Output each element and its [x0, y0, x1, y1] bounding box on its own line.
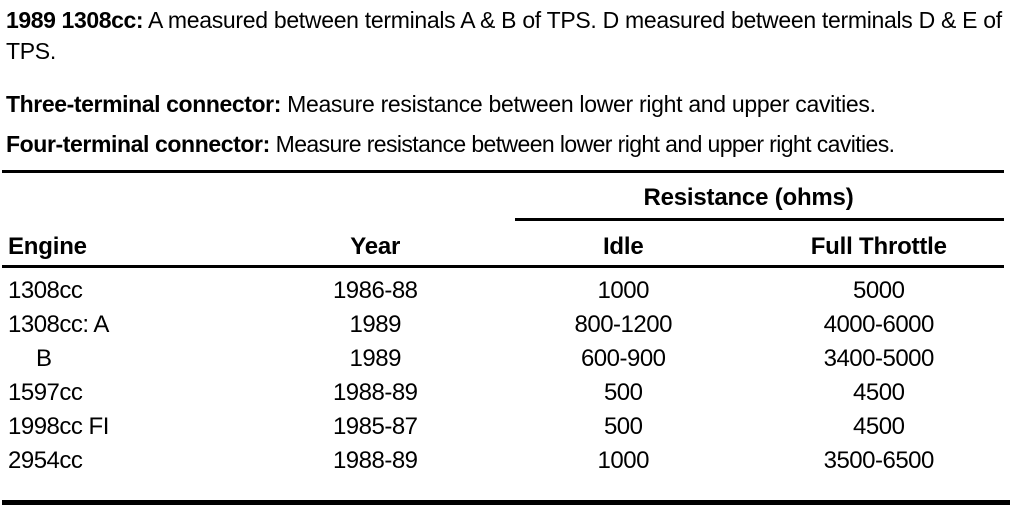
table-cell-engine: 1308cc: A	[8, 311, 109, 338]
table-cell-year: 1989	[349, 345, 402, 372]
table-cell-year: 1985-87	[332, 413, 418, 440]
table-top-rule	[2, 170, 1004, 173]
resistance-group-header: Resistance (ohms)	[643, 184, 854, 211]
table-cell-idle: 1000	[597, 277, 650, 304]
note-three-terminal: Three-terminal connector: Measure resist…	[6, 89, 1022, 120]
table-row: B 1989 600-900 3400-5000	[2, 342, 1004, 376]
note-four-terminal: Four-terminal connector: Measure resista…	[6, 129, 1022, 160]
note-four-terminal-text: Measure resistance between lower right a…	[269, 131, 895, 157]
table-cell-full-throttle: 3500-6500	[823, 447, 935, 474]
column-header-row: Engine Year Idle Full Throttle	[2, 221, 1004, 265]
note-1989-1308cc: 1989 1308cc: A measured between terminal…	[6, 5, 1022, 67]
notes-section: 1989 1308cc: A measured between terminal…	[6, 5, 1022, 160]
table-cell-idle: 500	[603, 413, 643, 440]
table-cell-idle: 500	[603, 379, 643, 406]
table-row: 1308cc 1986-88 1000 5000	[2, 274, 1004, 308]
table-cell-idle: 800-1200	[574, 311, 673, 338]
table-cell-engine: 2954cc	[8, 447, 83, 474]
table-cell-engine: 1597cc	[8, 379, 83, 406]
table-cell-engine: 1308cc	[8, 277, 83, 304]
table-cell-full-throttle: 3400-5000	[823, 345, 935, 372]
table-row: 1597cc 1988-89 500 4500	[2, 376, 1004, 410]
group-header-row: Resistance (ohms)	[2, 173, 1004, 221]
table-cell-full-throttle: 4000-6000	[823, 311, 935, 338]
table-cell-engine: B	[36, 345, 52, 372]
table-cell-idle: 600-900	[580, 345, 666, 372]
table-body: 1308cc 1986-88 1000 5000 1308cc: A 1989 800-12…	[2, 268, 1004, 478]
table-cell-engine: 1998cc FI	[8, 413, 109, 440]
table-row: 2954cc 1988-89 1000 3500-6500	[2, 444, 1004, 478]
table-cell-year: 1986-88	[332, 277, 418, 304]
table-cell-full-throttle: 4500	[853, 413, 905, 440]
column-header-idle: Idle	[602, 233, 644, 260]
note-three-terminal-label: Three-terminal connector:	[6, 91, 281, 117]
table-row: 1308cc: A 1989 800-1200 4000-6000	[2, 308, 1004, 342]
column-header-engine: Engine	[8, 233, 87, 260]
table-cell-year: 1988-89	[332, 379, 418, 406]
note-1989-1308cc-text: A measured between terminals A & B of TP…	[6, 7, 1002, 64]
note-four-terminal-label: Four-terminal connector:	[6, 131, 270, 157]
column-header-year: Year	[350, 233, 401, 260]
note-1989-1308cc-label: 1989 1308cc:	[6, 7, 144, 33]
table-cell-full-throttle: 5000	[853, 277, 905, 304]
header-bottom-rule	[2, 265, 1004, 268]
note-three-terminal-text: Measure resistance between lower right a…	[281, 91, 876, 117]
table-cell-full-throttle: 4500	[853, 379, 905, 406]
table-cell-year: 1989	[349, 311, 402, 338]
table-bottom-rule	[2, 500, 1010, 505]
resistance-spec-table: Resistance (ohms) Engine Year Idle Full …	[2, 170, 1010, 505]
table-cell-year: 1988-89	[332, 447, 418, 474]
group-header-rule	[515, 218, 1004, 221]
table-row: 1998cc FI 1985-87 500 4500	[2, 410, 1004, 444]
column-header-full-throttle: Full Throttle	[810, 233, 947, 260]
table-cell-idle: 1000	[597, 447, 650, 474]
